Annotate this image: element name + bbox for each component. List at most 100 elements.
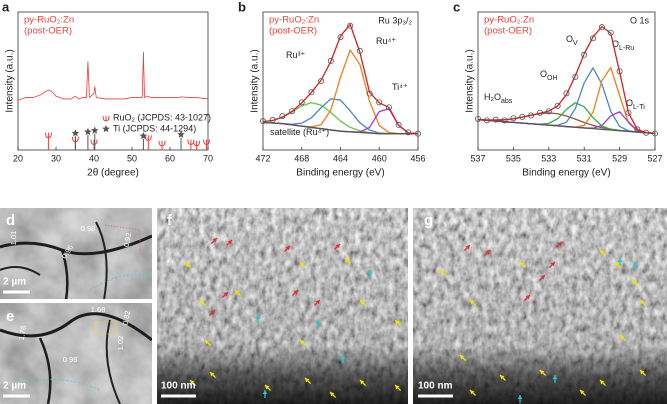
plot-frame (17, 11, 209, 151)
data-point (572, 73, 579, 80)
series-label: H₂Oabs (484, 92, 513, 104)
data-point (528, 112, 535, 119)
data-point (259, 118, 266, 125)
data-point (308, 89, 315, 96)
arrows (184, 237, 647, 403)
zoom-box (94, 321, 118, 335)
arrow-head (540, 370, 545, 375)
data-point (405, 129, 412, 136)
arrow-head (440, 270, 445, 275)
series-subscript: V (573, 40, 578, 47)
x-tick-label: 529 (612, 153, 627, 163)
data-point (545, 108, 552, 115)
x-tick-label: 60 (165, 153, 175, 163)
sem-image-e (0, 303, 152, 404)
data-point (366, 90, 373, 97)
measurement-label: 1.76 (17, 325, 28, 341)
scale-bar-label: 2 µm (3, 277, 26, 288)
x-axis-label: 2θ (degree) (87, 168, 139, 179)
measurement-label: 1.01 (9, 231, 18, 246)
series-line (477, 25, 656, 135)
series-subscript: L-Ru (619, 45, 634, 52)
arrow-head (460, 355, 465, 360)
arrow-head (360, 380, 365, 385)
data-point (510, 115, 517, 122)
x-tick-label: 70 (203, 153, 213, 163)
arrow-head (223, 292, 228, 297)
arrow-head (395, 320, 400, 325)
chart-annotation: O 1s (630, 15, 650, 25)
plot-frame (477, 11, 656, 151)
arrow-head (465, 245, 470, 250)
series-subscript: L-Ti (633, 104, 645, 111)
stick-marker (44, 132, 52, 139)
series-subscript: OH (547, 75, 558, 82)
data-point (590, 35, 597, 42)
stick-marker (90, 139, 98, 145)
arrow-head (265, 385, 270, 390)
chart-title: (post-OER) (24, 26, 72, 37)
arrow-head (520, 262, 525, 267)
x-axis-label: Binding energy (eV) (522, 168, 610, 179)
x-tick-label: 456 (410, 153, 425, 163)
panel-label: e (6, 308, 14, 325)
data-point (563, 90, 570, 97)
series-label: OOH (540, 69, 558, 81)
measurement-label: 0.98 (81, 224, 96, 233)
arrow-head (305, 378, 310, 383)
data-point (337, 34, 344, 41)
measurement-label: 1.68 (91, 305, 106, 314)
arrow-head (285, 246, 290, 251)
series-label: satellite (Ru⁴⁺) (270, 127, 329, 137)
arrow-head (615, 262, 620, 267)
data-point (492, 116, 499, 123)
data-point (643, 129, 650, 136)
data-point (318, 78, 325, 85)
series-name: Ti⁴⁺ (392, 82, 408, 92)
data-point (327, 57, 334, 64)
y-axis-label: Intensity (a.u.) (250, 49, 261, 112)
y-axis-label: Intensity (a.u.) (5, 49, 16, 112)
arrow-head (315, 300, 320, 305)
crack (95, 221, 108, 299)
series-label: OL-Ti (626, 98, 645, 110)
arrow-head (300, 340, 305, 345)
series-line (262, 121, 418, 135)
arrow-head (205, 340, 210, 345)
arrow-head (345, 258, 350, 263)
x-tick-label: 460 (372, 153, 387, 163)
y-axis-label: Intensity (a.u.) (465, 49, 476, 112)
series-label: OL-Ru (612, 39, 634, 51)
arrow-head (300, 262, 305, 267)
data-point (395, 121, 402, 128)
x-tick-label: 531 (577, 153, 592, 163)
data-point (376, 99, 383, 106)
stick-marker (71, 129, 80, 137)
panel-label: g (424, 212, 433, 229)
guide-line (14, 379, 101, 391)
arrow-head (550, 262, 555, 267)
arrow-head (525, 295, 530, 300)
stick-marker (84, 127, 92, 136)
series-name: H₂O (484, 92, 501, 102)
sem-image-f (157, 208, 408, 404)
data-point (414, 130, 421, 137)
data-point (298, 99, 305, 106)
panel-label: b (238, 0, 246, 14)
arrow-head (557, 242, 562, 247)
sem-image-d (0, 208, 152, 299)
stick-marker (202, 139, 210, 145)
arrow-head (210, 372, 215, 377)
arrow-head (470, 390, 475, 395)
panel-label: a (2, 0, 10, 14)
data-point (356, 47, 363, 54)
data-point (519, 113, 526, 120)
data-point (269, 116, 276, 123)
arrow-head (340, 355, 346, 359)
measurement-label: 0.98 (63, 355, 78, 364)
arrow-head (262, 390, 268, 394)
arrow-head (500, 375, 505, 380)
arrow-head (335, 244, 340, 249)
arrow-head (552, 375, 558, 379)
